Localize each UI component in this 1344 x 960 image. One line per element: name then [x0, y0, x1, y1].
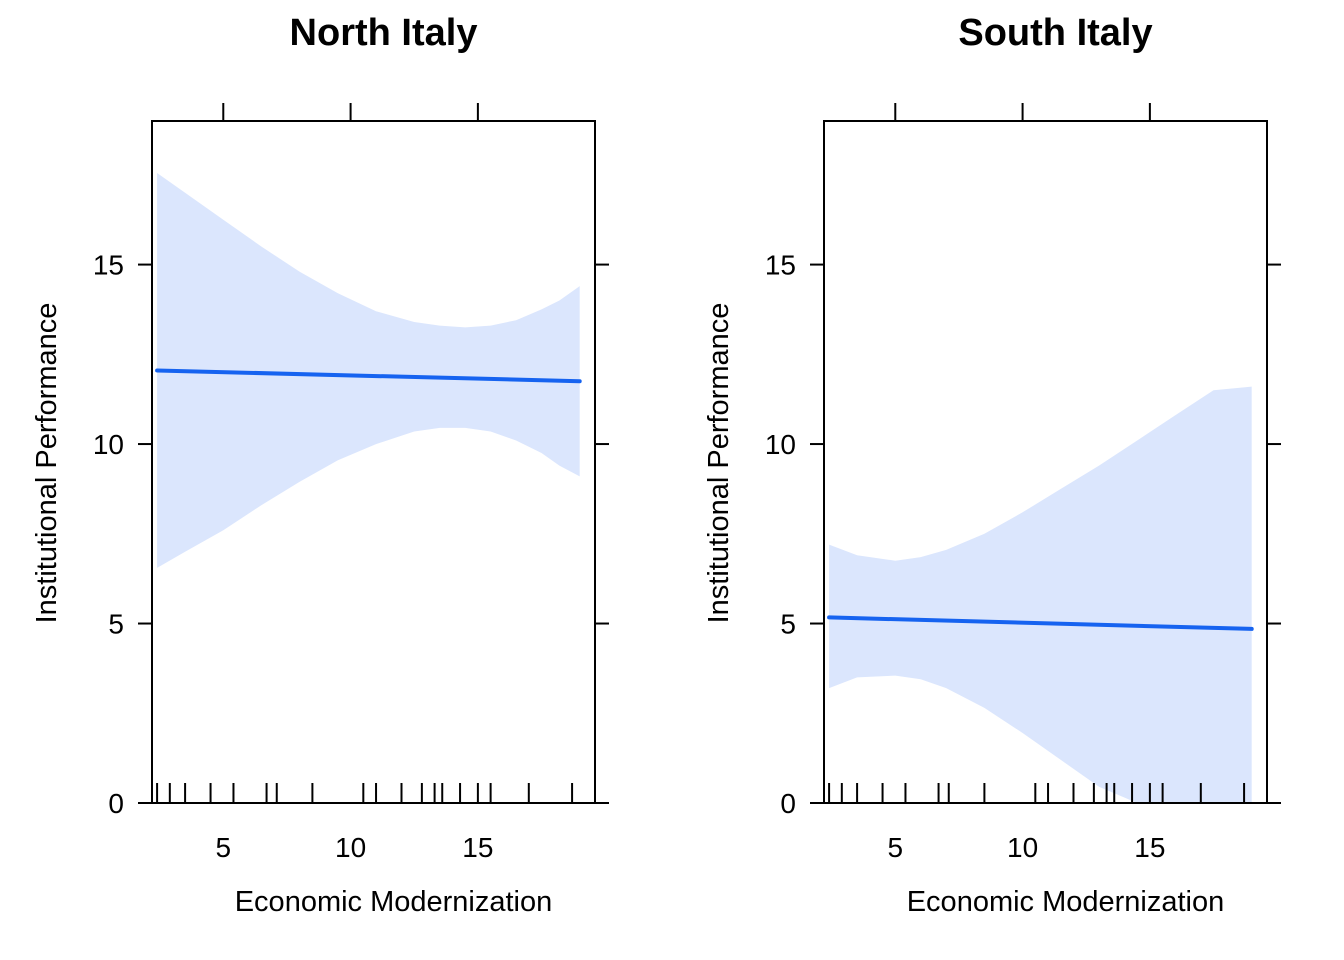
plot-frame — [823, 120, 1268, 804]
y-tick-label: 15 — [765, 250, 796, 281]
fit-line — [155, 368, 582, 384]
y-tick-label: 10 — [93, 429, 124, 460]
y-axis-label: Institutional Performance — [703, 303, 735, 624]
x-tick-label: 10 — [1007, 832, 1038, 863]
confidence-band — [157, 173, 580, 568]
x-axis-label: Economic Modernization — [235, 886, 553, 918]
x-tick-label: 15 — [1134, 832, 1165, 863]
y-tick-label: 0 — [108, 788, 124, 819]
y-tick-label: 5 — [108, 609, 124, 640]
y-tick-label: 5 — [780, 609, 796, 640]
chart-title: South Italy — [958, 12, 1152, 54]
x-tick-label: 5 — [887, 832, 903, 863]
confidence-band — [829, 386, 1252, 803]
y-tick-label: 15 — [93, 250, 124, 281]
panel-north-italy: North Italy 5 10 15 0 5 10 15 Economic Moderniza… — [31, 12, 609, 918]
panel-south-italy: South Italy 5 10 15 0 5 10 15 Economic Moderniza… — [703, 12, 1281, 918]
x-tick-label: 15 — [462, 832, 493, 863]
chart-title: North Italy — [290, 12, 478, 54]
y-tick-label: 10 — [765, 429, 796, 460]
y-axis-label: Institutional Performance — [31, 303, 63, 624]
x-axis-label: Economic Modernization — [907, 886, 1225, 918]
x-tick-label: 5 — [215, 832, 231, 863]
fit-line — [827, 615, 1254, 631]
x-tick-label: 10 — [335, 832, 366, 863]
y-tick-label: 0 — [780, 788, 796, 819]
plot-frame — [151, 120, 596, 804]
